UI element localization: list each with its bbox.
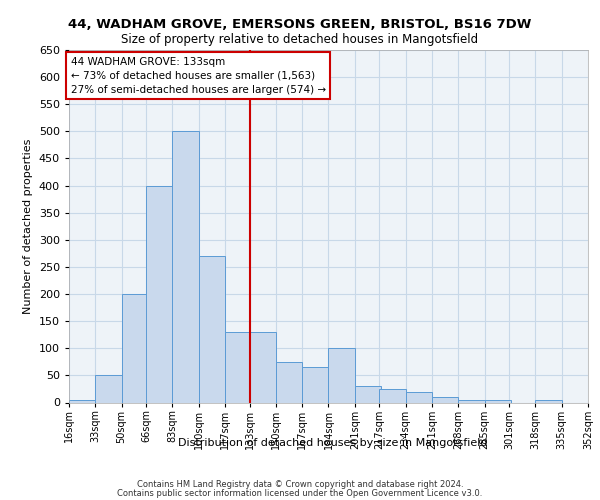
Bar xyxy=(276,362,302,403)
Text: Size of property relative to detached houses in Mangotsfield: Size of property relative to detached ho… xyxy=(121,32,479,46)
Text: Contains HM Land Registry data © Crown copyright and database right 2024.: Contains HM Land Registry data © Crown c… xyxy=(137,480,463,489)
Bar xyxy=(329,348,355,403)
Bar xyxy=(69,400,95,402)
Bar xyxy=(225,332,251,402)
Bar xyxy=(485,400,511,402)
Bar xyxy=(146,186,172,402)
Bar xyxy=(122,294,148,403)
Bar xyxy=(250,332,276,402)
Bar xyxy=(95,376,122,402)
Bar xyxy=(355,386,381,402)
Text: Contains public sector information licensed under the Open Government Licence v3: Contains public sector information licen… xyxy=(118,488,482,498)
Bar xyxy=(302,367,329,402)
Text: 44, WADHAM GROVE, EMERSONS GREEN, BRISTOL, BS16 7DW: 44, WADHAM GROVE, EMERSONS GREEN, BRISTO… xyxy=(68,18,532,30)
Text: 44 WADHAM GROVE: 133sqm
← 73% of detached houses are smaller (1,563)
27% of semi: 44 WADHAM GROVE: 133sqm ← 73% of detache… xyxy=(71,56,326,94)
Bar xyxy=(458,400,485,402)
Bar xyxy=(535,400,562,402)
Bar xyxy=(172,132,199,402)
Y-axis label: Number of detached properties: Number of detached properties xyxy=(23,138,33,314)
Bar xyxy=(379,389,406,402)
Bar xyxy=(432,397,458,402)
Text: Distribution of detached houses by size in Mangotsfield: Distribution of detached houses by size … xyxy=(178,438,488,448)
Bar xyxy=(406,392,432,402)
Bar xyxy=(199,256,225,402)
